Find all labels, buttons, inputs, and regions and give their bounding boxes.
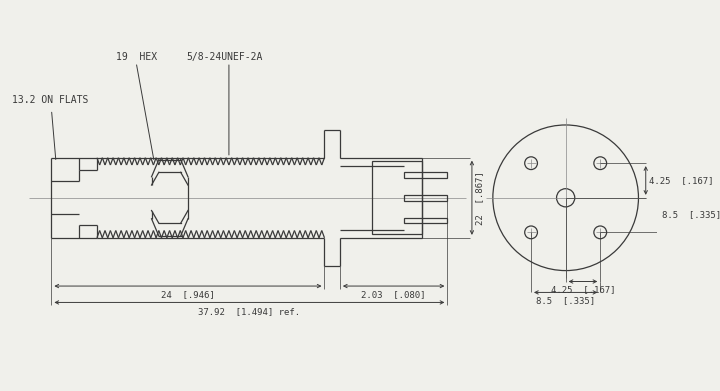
Text: 4.25  [.167]: 4.25 [.167] [551, 285, 615, 294]
Text: 37.92  [1.494] ref.: 37.92 [1.494] ref. [198, 307, 300, 316]
Bar [404, 218, 447, 223]
Text: 8.5  [.335]: 8.5 [.335] [662, 211, 720, 220]
Text: 24  [.946]: 24 [.946] [161, 291, 215, 300]
Text: 5/8-24UNEF-2A: 5/8-24UNEF-2A [186, 52, 263, 62]
Bar [372, 161, 422, 234]
Text: 19  HEX: 19 HEX [115, 52, 157, 62]
Text: 13.2 ON FLATS: 13.2 ON FLATS [12, 95, 89, 105]
Text: 4.25  [.167]: 4.25 [.167] [649, 176, 714, 185]
Text: 8.5  [.335]: 8.5 [.335] [536, 296, 595, 305]
Bar [404, 195, 447, 201]
Bar [404, 172, 447, 178]
Text: 22  [.867]: 22 [.867] [475, 171, 485, 225]
Text: 2.03  [.080]: 2.03 [.080] [361, 291, 426, 300]
